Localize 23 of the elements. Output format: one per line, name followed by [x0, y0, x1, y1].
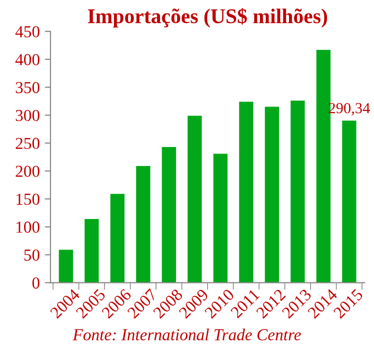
bar	[290, 100, 305, 283]
y-tick-label: 250	[16, 138, 40, 150]
bar	[213, 154, 228, 283]
bar	[84, 219, 99, 283]
chart-title: Importações (US$ milhões)	[88, 8, 328, 28]
y-tick-label: 350	[16, 82, 40, 94]
bar	[136, 166, 150, 283]
y-tick-label: 200	[16, 166, 40, 177]
bar	[110, 194, 125, 283]
y-tick-label: 450	[15, 26, 40, 38]
bar	[188, 116, 202, 283]
y-tick-label: 0	[32, 277, 40, 289]
bar	[58, 250, 74, 283]
y-tick-label: 400	[15, 54, 40, 66]
bar	[162, 147, 176, 283]
y-tick-label: 150	[16, 194, 40, 205]
bar	[342, 120, 356, 283]
bar	[264, 106, 280, 283]
y-tick-label: 300	[16, 110, 40, 122]
source-note: Fonte: International Trade Centre	[72, 328, 301, 340]
y-tick-label: 50	[24, 249, 40, 261]
y-tick-label: 100	[16, 222, 40, 233]
bar	[239, 102, 254, 283]
